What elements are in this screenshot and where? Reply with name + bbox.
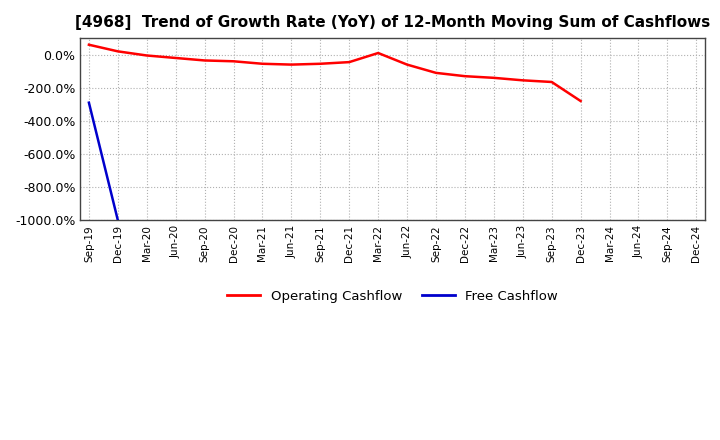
Title: [4968]  Trend of Growth Rate (YoY) of 12-Month Moving Sum of Cashflows: [4968] Trend of Growth Rate (YoY) of 12-… (75, 15, 710, 30)
Legend: Operating Cashflow, Free Cashflow: Operating Cashflow, Free Cashflow (222, 285, 563, 308)
